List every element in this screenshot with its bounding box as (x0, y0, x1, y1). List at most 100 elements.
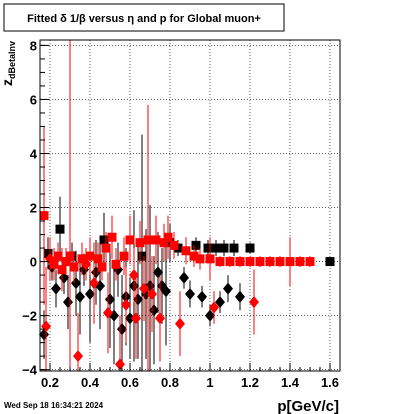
data-point-square (225, 257, 235, 267)
data-point-diamond (205, 309, 215, 322)
data-point-square (219, 243, 229, 253)
data-point-diamond (103, 306, 113, 319)
data-point-diamond (139, 282, 149, 295)
data-point-square (245, 257, 255, 267)
data-point-square (295, 257, 305, 267)
x-tick-label: 0.2 (41, 375, 59, 390)
data-point-diamond (175, 317, 185, 330)
data-point-square (181, 246, 191, 256)
y-tick-label: 4 (30, 146, 38, 161)
data-point-diamond (197, 290, 207, 303)
data-point-square (53, 251, 63, 261)
data-point-square (111, 259, 121, 269)
data-point-diamond (131, 312, 141, 325)
data-point-diamond (85, 287, 95, 300)
x-tick-label: 0.6 (121, 375, 139, 390)
data-point-square (43, 248, 53, 258)
y-tick-label: 0 (30, 255, 37, 270)
data-point-square (169, 240, 179, 250)
y-tick-label: 8 (30, 38, 37, 53)
data-point-square (137, 251, 147, 261)
data-point-square (189, 251, 199, 261)
data-point-diamond (179, 271, 189, 284)
data-point-square (151, 235, 161, 245)
data-point-square (159, 238, 169, 248)
data-point-square (191, 240, 201, 250)
data-point-diamond (115, 358, 125, 371)
data-point-square (39, 211, 49, 221)
data-point-square (205, 254, 215, 264)
data-point-square (101, 243, 111, 253)
data-point-square (93, 254, 103, 264)
y-axis-label-main: z (0, 79, 15, 86)
y-tick-label: −2 (22, 309, 37, 324)
data-point-square (203, 243, 213, 253)
data-point-square (135, 238, 145, 248)
title-box (3, 3, 285, 32)
data-point-diamond (51, 282, 61, 295)
series-1 (39, 40, 315, 371)
data-point-square (99, 235, 109, 245)
data-point-square (125, 235, 135, 245)
data-point-diamond (147, 287, 157, 300)
data-point-square (211, 243, 221, 253)
data-point-diamond (73, 350, 83, 363)
x-tick-label: 1 (206, 375, 213, 390)
data-point-square (85, 251, 95, 261)
chart-title: Fitted δ 1/β versus η and p for Global m… (27, 13, 261, 25)
data-point-square (245, 243, 255, 253)
data-point-square (163, 232, 173, 242)
data-point-diamond (235, 290, 245, 303)
data-point-diamond (89, 277, 99, 290)
data-point-square (55, 224, 65, 234)
data-point-diamond (209, 301, 219, 314)
x-tick-label: 0.4 (81, 375, 100, 390)
data-point-square (195, 254, 205, 264)
data-point-diamond (249, 296, 259, 309)
x-tick-label: 1.2 (241, 375, 259, 390)
y-axis-label: zdBetaInv (0, 41, 17, 86)
data-point-diamond (121, 298, 131, 311)
data-point-square (229, 243, 239, 253)
y-tick-label: 2 (30, 201, 37, 216)
x-tick-label: 0.8 (161, 375, 179, 390)
data-point-square (69, 262, 79, 272)
x-tick-label: 1.6 (321, 375, 339, 390)
data-point-square (77, 254, 87, 264)
data-point-diamond (223, 282, 233, 295)
data-point-diamond (75, 290, 85, 303)
data-point-square (143, 235, 153, 245)
x-tick-label: 1.4 (281, 375, 300, 390)
data-point-diamond (215, 296, 225, 309)
data-point-square (255, 257, 265, 267)
data-point-diamond (161, 285, 171, 298)
data-point-square (97, 262, 107, 272)
timestamp: Wed Sep 18 16:34:21 2024 (4, 401, 104, 410)
data-point-square (65, 251, 75, 261)
data-point-square (235, 257, 245, 267)
data-point-square (325, 257, 335, 267)
y-axis-label-sub: dBetaInv (7, 41, 17, 79)
data-point-square (107, 232, 117, 242)
data-point-square (215, 257, 225, 267)
y-tick-label: −4 (22, 363, 38, 378)
data-point-square (265, 257, 275, 267)
data-point-square (57, 265, 67, 275)
data-point-square (61, 257, 71, 267)
data-point-square (49, 259, 59, 269)
x-axis-label: p[GeV/c] (277, 398, 339, 414)
data-point-diamond (125, 312, 135, 325)
data-points (39, 40, 335, 371)
data-point-diamond (185, 287, 195, 300)
data-point-diamond (155, 312, 165, 325)
data-point-diamond (81, 258, 91, 271)
data-point-square (119, 251, 129, 261)
data-point-square (285, 257, 295, 267)
y-tick-label: 6 (30, 92, 37, 107)
axes: 0.2 0.4 0.6 0.8 1 1.2 1.4 1.6 −4 −2 0 2 4 6 8 (22, 38, 341, 390)
data-point-square (305, 257, 315, 267)
data-point-square (275, 257, 285, 267)
